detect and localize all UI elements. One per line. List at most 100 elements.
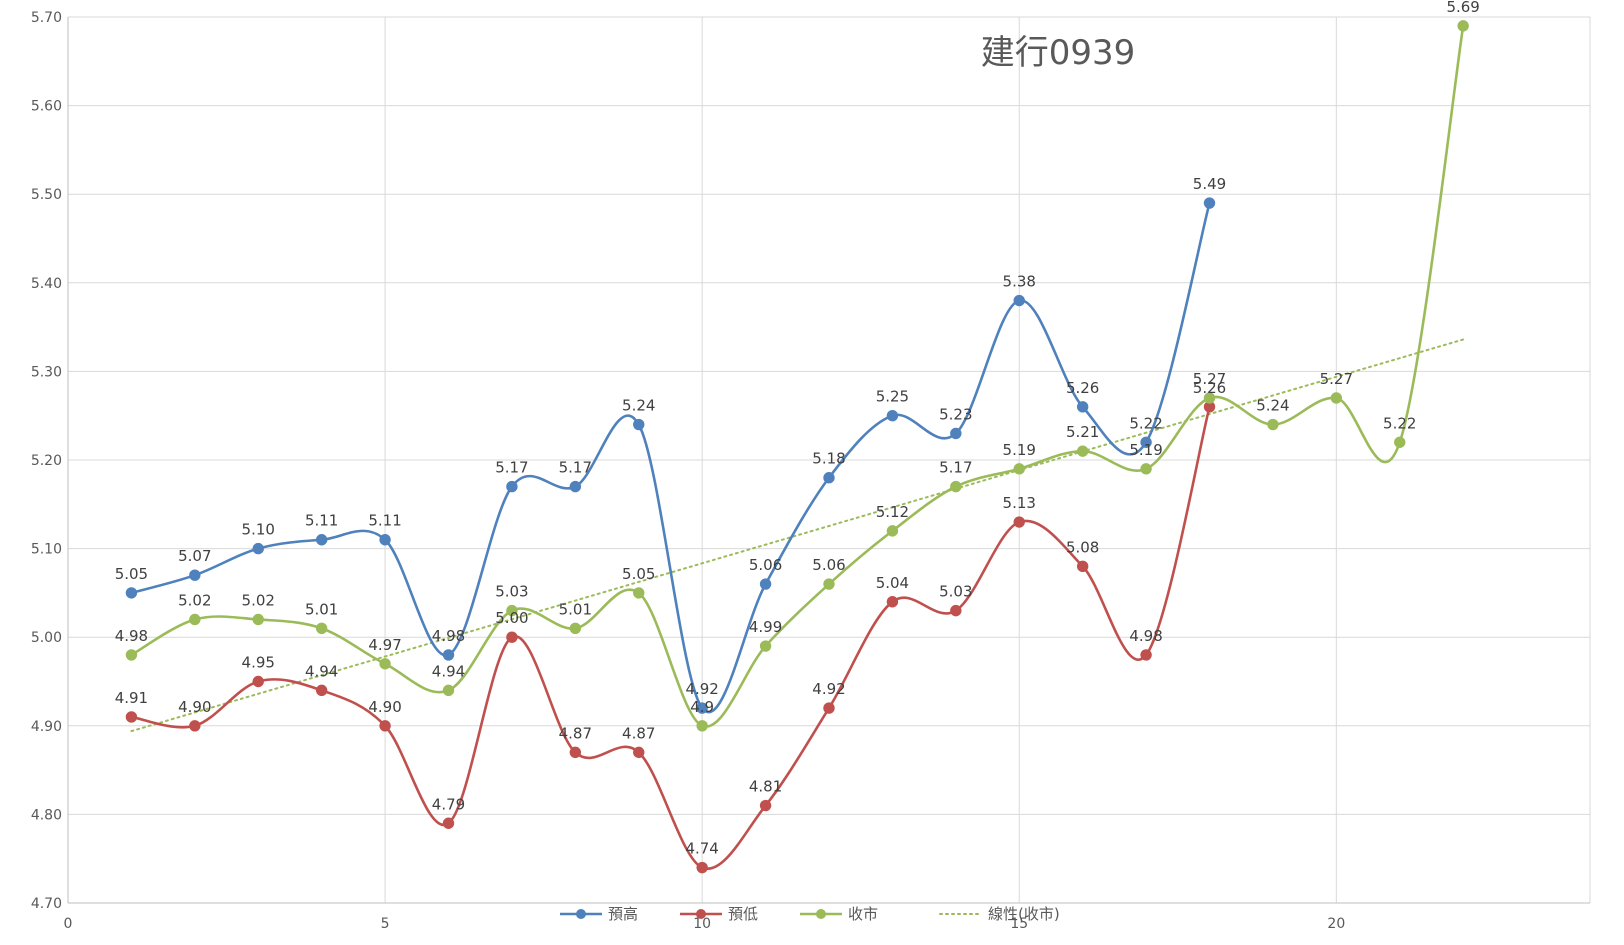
data-point bbox=[442, 817, 455, 829]
data-point bbox=[1140, 649, 1152, 661]
data-point bbox=[633, 418, 645, 431]
legend-item: 收市 bbox=[800, 905, 878, 923]
data-label: 5.04 bbox=[876, 574, 909, 592]
data-point bbox=[1394, 436, 1406, 448]
data-label: 5.18 bbox=[812, 450, 845, 468]
data-label: 4.91 bbox=[115, 689, 148, 707]
x-tick-label: 20 bbox=[1327, 916, 1345, 932]
x-tick-label: 0 bbox=[64, 916, 73, 932]
data-label: 5.24 bbox=[1256, 397, 1289, 415]
y-tick-label: 5.20 bbox=[31, 453, 62, 469]
data-point bbox=[950, 480, 962, 493]
data-label: 5.27 bbox=[1193, 370, 1226, 388]
x-tick-label: 10 bbox=[693, 916, 711, 932]
y-tick-label: 5.70 bbox=[31, 10, 62, 26]
data-point bbox=[442, 649, 455, 661]
data-point bbox=[759, 640, 772, 652]
data-point bbox=[1330, 392, 1343, 404]
data-label: 4.90 bbox=[368, 698, 401, 716]
data-label: 5.13 bbox=[1003, 494, 1036, 512]
data-label: 5.19 bbox=[1129, 441, 1162, 459]
data-label: 5.11 bbox=[305, 512, 338, 530]
y-tick-label: 5.40 bbox=[31, 276, 62, 292]
data-label: 5.06 bbox=[749, 556, 782, 574]
series-line bbox=[130, 201, 1211, 714]
data-label: 5.21 bbox=[1066, 423, 1099, 441]
data-point bbox=[633, 587, 645, 599]
data-point bbox=[252, 675, 264, 688]
series-1 bbox=[125, 197, 1216, 714]
data-label: 4.9 bbox=[690, 698, 714, 716]
y-tick-label: 5.50 bbox=[31, 187, 62, 203]
data-label: 5.06 bbox=[812, 556, 845, 574]
data-point bbox=[189, 569, 201, 581]
data-label: 5.22 bbox=[1129, 414, 1162, 432]
legend-label: 線性(收市) bbox=[988, 905, 1060, 923]
data-point bbox=[1013, 516, 1025, 528]
data-point bbox=[189, 613, 201, 626]
data-label: 4.87 bbox=[622, 724, 655, 742]
data-point bbox=[696, 720, 708, 732]
legend-swatch-marker bbox=[816, 909, 826, 919]
data-label: 5.17 bbox=[495, 459, 528, 477]
data-point bbox=[823, 472, 835, 484]
y-tick-label: 5.10 bbox=[31, 542, 62, 558]
data-point bbox=[1203, 197, 1216, 209]
legend-item: 預低 bbox=[680, 905, 758, 923]
data-point bbox=[1013, 463, 1025, 475]
legend: 預高 預低 收市 線性(收市) bbox=[560, 905, 1060, 923]
data-label: 4.92 bbox=[685, 680, 718, 698]
data-label: 5.00 bbox=[495, 609, 528, 627]
data-label: 5.38 bbox=[1003, 273, 1036, 291]
series-line bbox=[130, 405, 1211, 870]
data-point bbox=[125, 711, 138, 723]
data-point bbox=[189, 720, 201, 732]
data-point bbox=[823, 702, 835, 714]
data-label: 4.74 bbox=[685, 840, 718, 858]
data-point bbox=[506, 604, 518, 617]
data-point bbox=[633, 746, 645, 759]
data-label: 5.49 bbox=[1193, 175, 1226, 193]
data-label: 5.23 bbox=[939, 405, 972, 423]
legend-item: 線性(收市) bbox=[939, 905, 1060, 923]
data-point bbox=[886, 596, 899, 608]
data-label: 4.94 bbox=[305, 662, 338, 680]
data-label: 5.03 bbox=[495, 583, 528, 601]
data-point bbox=[1140, 463, 1152, 475]
data-label: 4.92 bbox=[812, 680, 845, 698]
data-point bbox=[1076, 560, 1089, 573]
y-tick-label: 5.60 bbox=[31, 99, 62, 115]
data-point bbox=[315, 534, 328, 546]
data-point bbox=[759, 799, 772, 812]
data-label: 5.69 bbox=[1446, 0, 1479, 16]
data-label: 4.94 bbox=[432, 662, 465, 680]
data-point bbox=[569, 480, 582, 493]
y-tick-label: 4.80 bbox=[31, 807, 62, 823]
data-point bbox=[252, 613, 264, 626]
data-point bbox=[823, 578, 835, 590]
data-label: 4.95 bbox=[242, 654, 275, 672]
data-label: 4.87 bbox=[559, 724, 592, 742]
data-point bbox=[315, 622, 328, 635]
data-point bbox=[1013, 294, 1025, 307]
data-label: 5.25 bbox=[876, 388, 909, 406]
data-point bbox=[1076, 445, 1089, 457]
data-label: 4.99 bbox=[749, 618, 782, 636]
x-tick-label: 15 bbox=[1010, 916, 1028, 932]
data-label: 4.90 bbox=[178, 698, 211, 716]
chart-title: 建行0939 bbox=[981, 33, 1136, 73]
data-label: 5.26 bbox=[1193, 379, 1226, 397]
data-point bbox=[1203, 392, 1216, 404]
data-label: 5.10 bbox=[242, 521, 275, 539]
y-tick-label: 5.30 bbox=[31, 364, 62, 380]
data-point bbox=[379, 720, 391, 732]
data-point bbox=[950, 427, 962, 440]
data-label: 5.02 bbox=[178, 591, 211, 609]
data-point bbox=[1076, 401, 1089, 413]
legend-swatch-marker bbox=[696, 909, 706, 919]
data-point bbox=[696, 861, 708, 874]
data-label: 5.22 bbox=[1383, 414, 1416, 432]
data-label: 5.03 bbox=[939, 583, 972, 601]
data-point bbox=[125, 649, 138, 661]
